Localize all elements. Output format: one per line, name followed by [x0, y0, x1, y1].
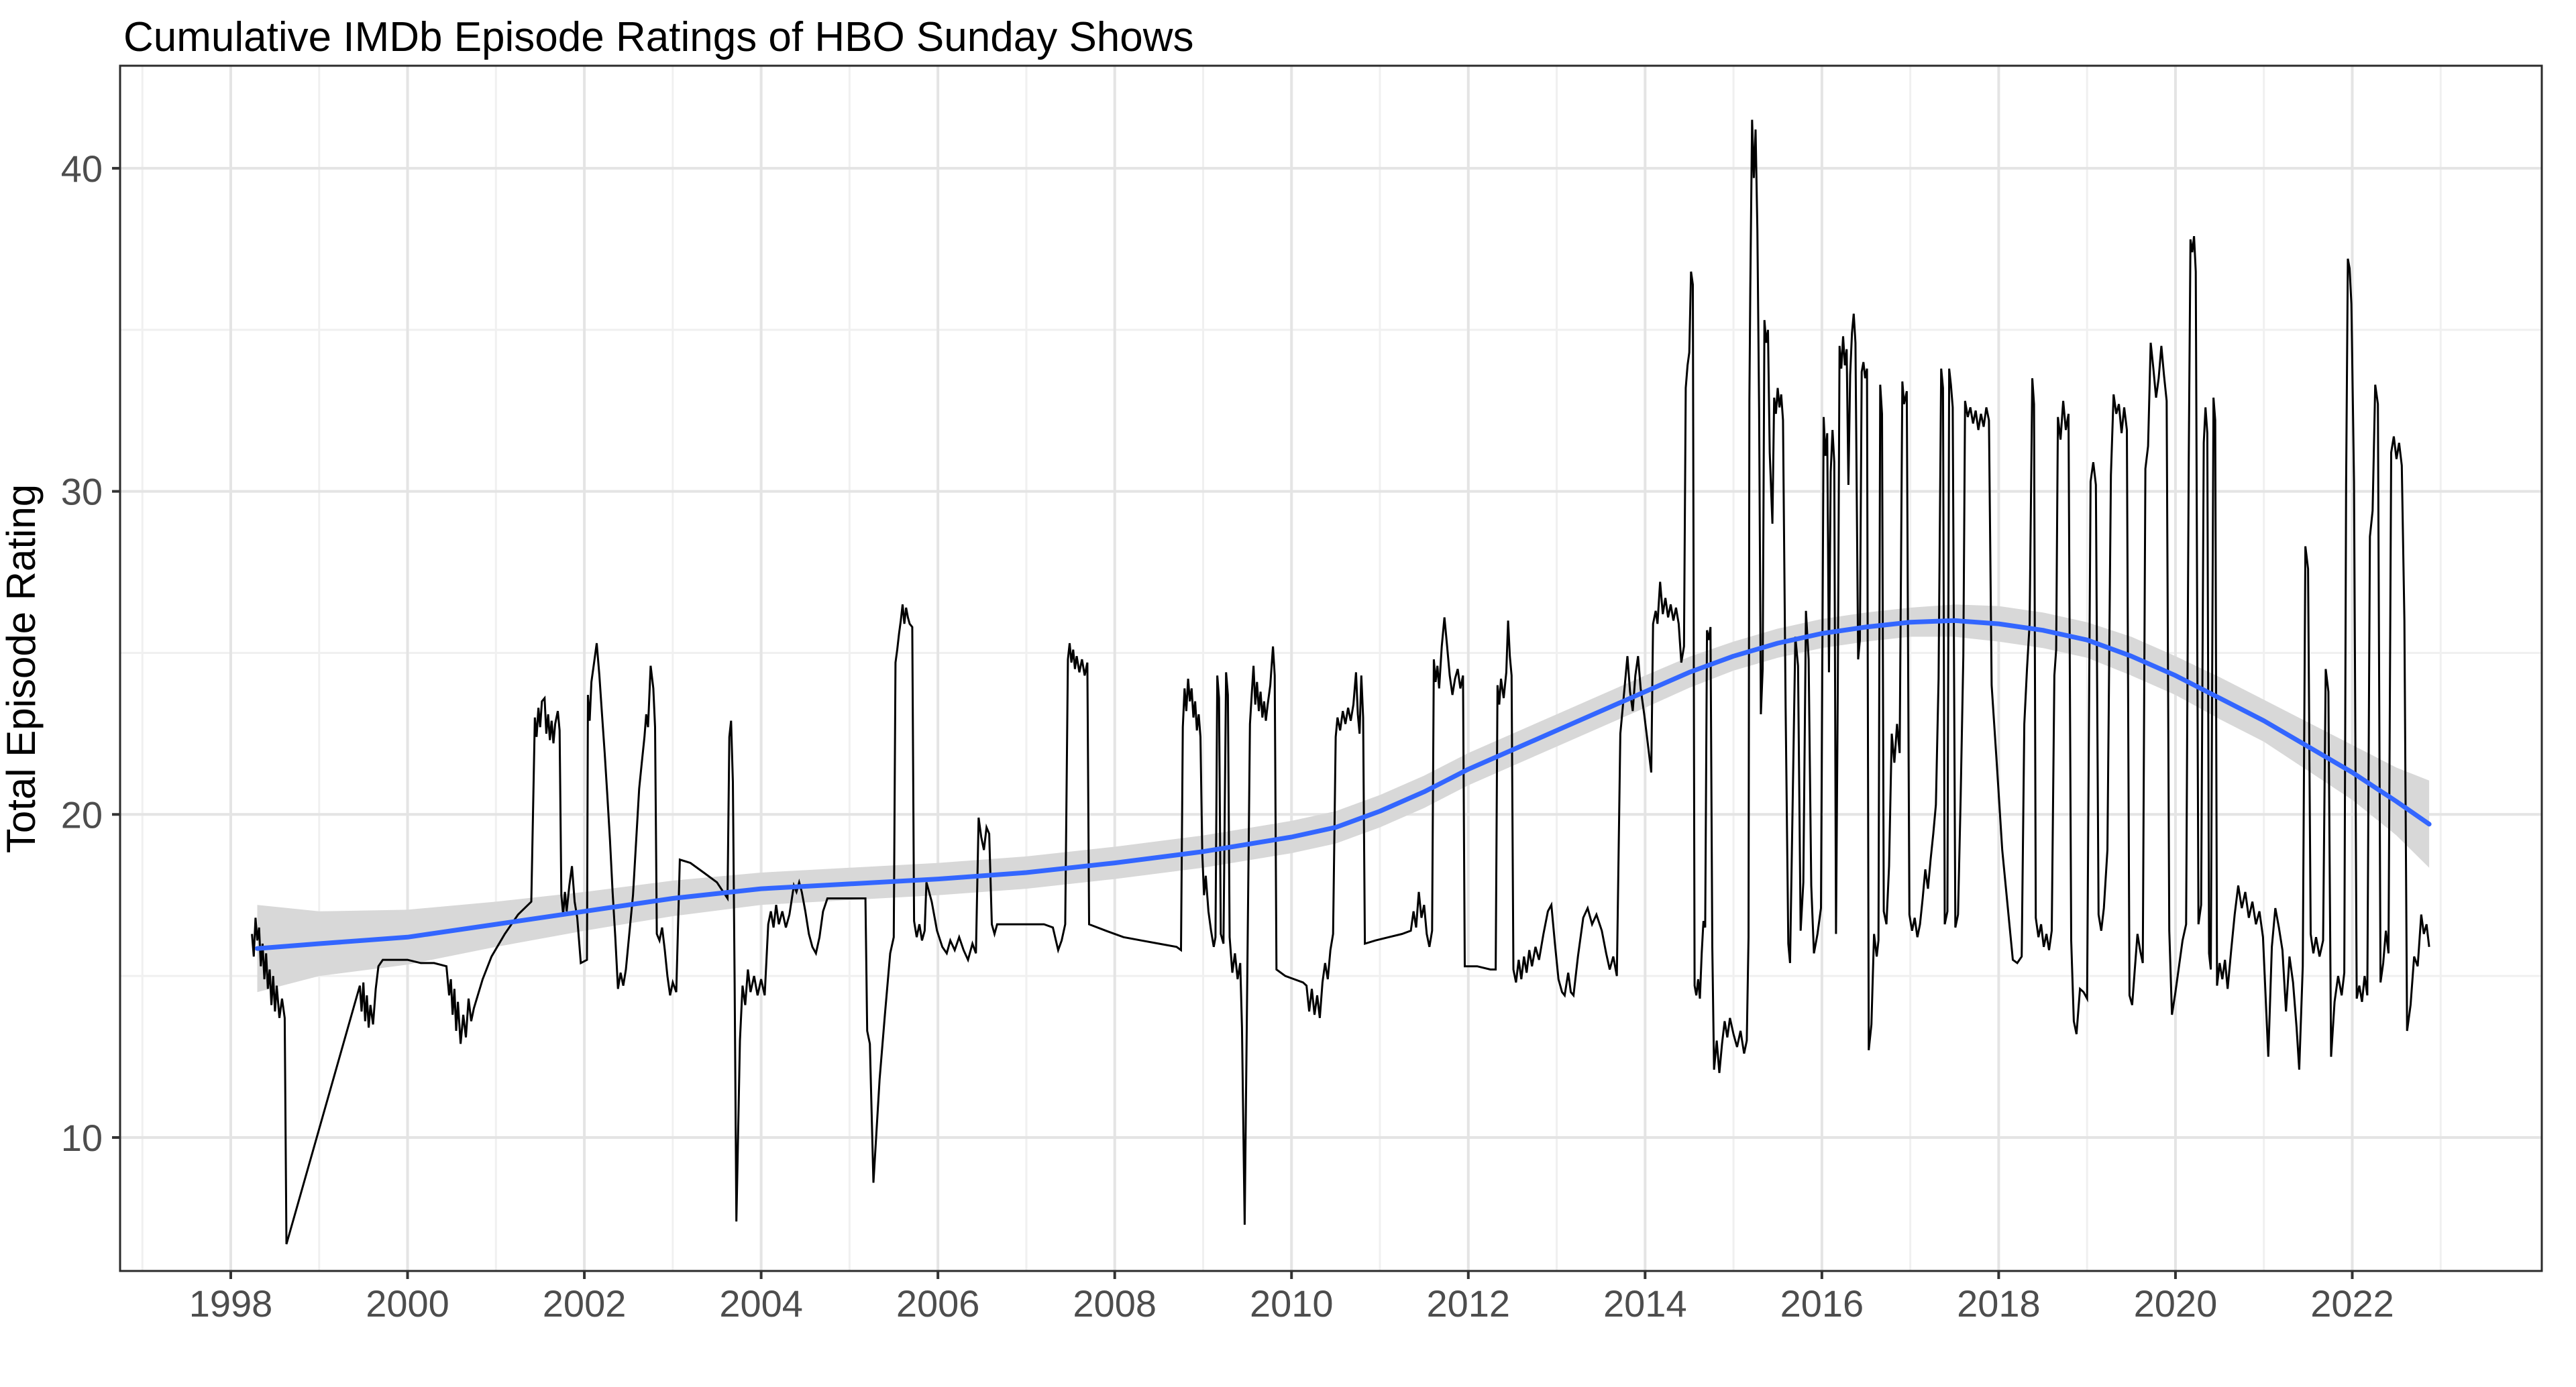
raw-ratings-path	[251, 119, 2430, 1245]
x-tick-label: 1998	[189, 1282, 273, 1325]
major-gridlines	[120, 66, 2542, 1271]
axis-tick-labels: 1998 2000 2002 2004 2006 2008 2010 2012 2014 2016…	[61, 148, 2394, 1325]
x-tick-label: 2022	[2310, 1282, 2394, 1325]
loess-smooth-path	[255, 618, 2432, 951]
smooth-series-line	[255, 618, 2432, 951]
panel-border	[119, 64, 2543, 1272]
raw-series-line	[251, 119, 2430, 1245]
x-tick-label: 2012	[1426, 1282, 1510, 1325]
y-tick-label: 20	[61, 793, 103, 836]
y-axis-label: Total Episode Rating	[0, 484, 44, 853]
x-tick-label: 2006	[896, 1282, 980, 1325]
x-tick-label: 2018	[1957, 1282, 2041, 1325]
x-tick-label: 2002	[543, 1282, 627, 1325]
axis-tick-marks	[112, 166, 2354, 1279]
y-tick-label: 30	[61, 471, 103, 513]
x-tick-label: 2016	[1780, 1282, 1864, 1325]
y-tick-label: 40	[61, 148, 103, 190]
x-tick-label: 2014	[1603, 1282, 1687, 1325]
x-tick-label: 2000	[366, 1282, 449, 1325]
x-tick-label: 2020	[2134, 1282, 2218, 1325]
loess-confidence-band	[257, 604, 2430, 993]
x-tick-label: 2010	[1250, 1282, 1334, 1325]
chart-title: Cumulative IMDb Episode Ratings of HBO S…	[123, 14, 1194, 60]
confidence-ribbon	[257, 604, 2430, 993]
x-tick-label: 2008	[1073, 1282, 1157, 1325]
x-tick-label: 2004	[719, 1282, 803, 1325]
y-tick-label: 10	[61, 1117, 103, 1159]
